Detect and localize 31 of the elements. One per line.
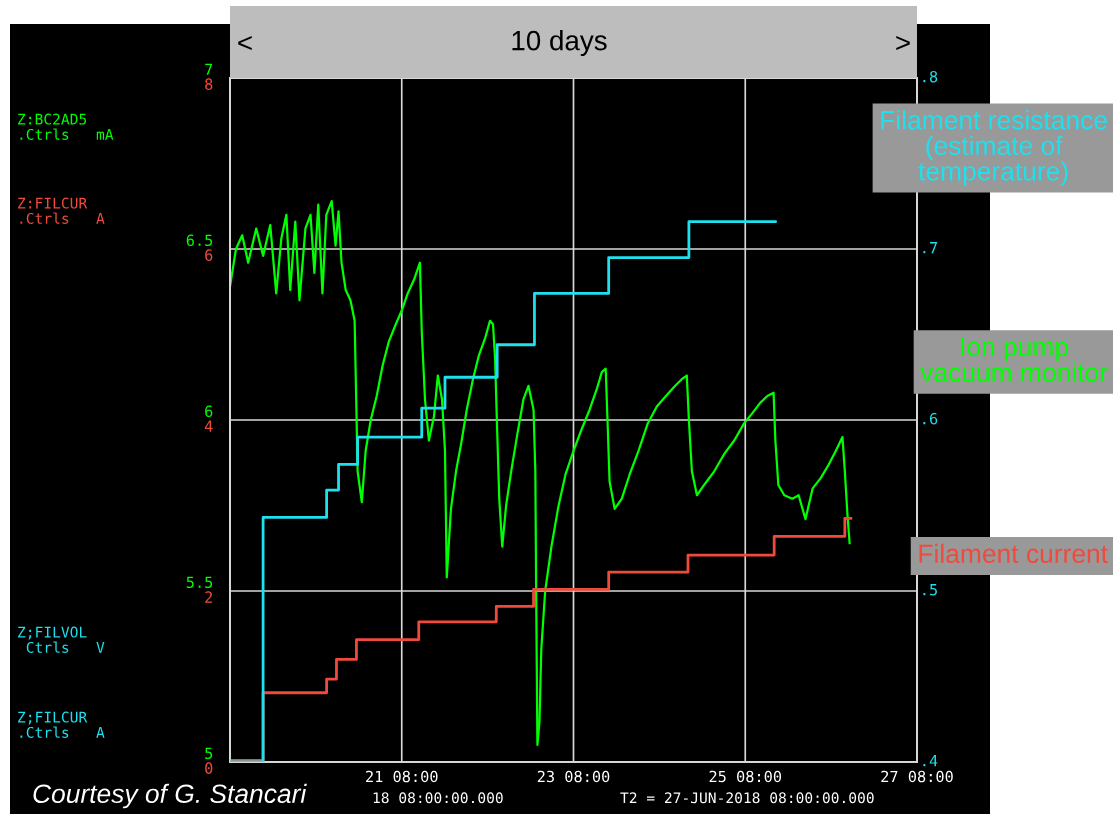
y3-tick-label: .7	[923, 242, 938, 254]
text: Z;FILCUR .Ctrls A	[18, 711, 105, 738]
y2-tick-label: 8	[205, 78, 213, 90]
y3-tick-label: .4	[923, 755, 938, 767]
x-tick-label: 21 08:00	[366, 770, 438, 783]
text: Filament resistance (estimate of temperature)	[881, 110, 1107, 186]
y2-tick-label: 4	[204, 420, 213, 432]
text: Z:BC2AD5 .Ctrls mA	[18, 113, 114, 140]
x-tick-label: 23 08:00	[537, 770, 610, 783]
y2-tick-label: 0	[205, 762, 213, 774]
y2-tick-label: 2	[205, 591, 213, 603]
y-tick-label: 6.5	[186, 234, 213, 247]
y3-tick-label: .5	[923, 584, 937, 596]
text: 10 days	[512, 30, 607, 56]
text: Courtesy of G. Stancari	[33, 783, 307, 809]
y-tick-label: 6	[205, 405, 213, 418]
text: Z:FILCUR .Ctrls A	[18, 197, 105, 224]
text: >	[896, 35, 910, 51]
y3-tick-label: .6	[923, 412, 938, 425]
y3-tick-label: .8	[923, 70, 938, 83]
x-tick-label: 25 08:00	[709, 770, 782, 783]
text: T2 = 27-JUN-2018 08:00:00.000	[620, 792, 874, 804]
x-tick-label: 27 08:00	[881, 770, 953, 783]
text: <	[238, 35, 252, 51]
text: 18 08:00:00.000	[373, 792, 503, 804]
y-tick-label: 5.5	[186, 576, 213, 589]
text: Ion pump vacuum monitor	[920, 337, 1108, 382]
y-tick-label: 7	[205, 63, 213, 75]
text: Filament current	[919, 543, 1108, 564]
y-tick-label: 5	[205, 747, 213, 760]
text: Z;FILVOL Ctrls V	[18, 626, 105, 653]
